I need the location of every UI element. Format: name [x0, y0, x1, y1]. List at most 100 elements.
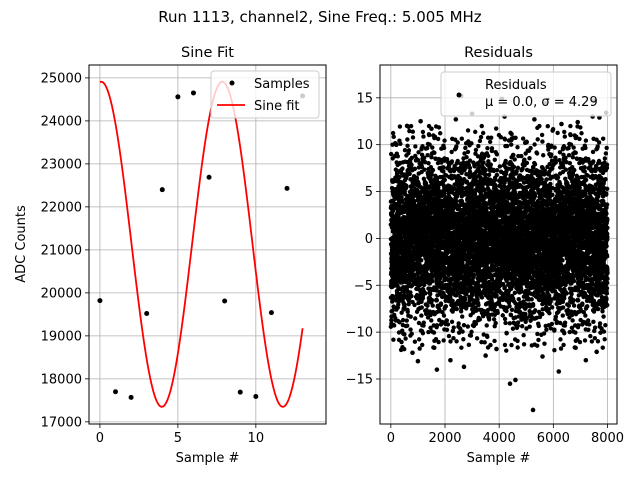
sample-point	[113, 389, 118, 394]
residual-point	[513, 136, 517, 140]
residual-point	[443, 178, 447, 182]
sine-fit-y-tick-label: 20000	[41, 286, 82, 301]
sample-point	[97, 298, 102, 303]
sine-fit-curve	[100, 82, 303, 407]
residual-point	[398, 142, 402, 146]
residual-point	[460, 314, 464, 318]
residual-point	[489, 162, 493, 166]
residual-point	[481, 131, 485, 135]
legend-sine-fit-label: Sine fit	[254, 99, 300, 114]
residual-point	[499, 135, 503, 139]
residual-point	[402, 347, 406, 351]
residual-point	[450, 320, 454, 324]
sine-fit-y-tick-label: 19000	[41, 329, 82, 344]
residual-point	[492, 339, 496, 343]
residual-point	[466, 150, 470, 154]
sample-point	[160, 187, 165, 192]
residual-point	[421, 130, 425, 134]
legend-samples-label: Samples	[254, 77, 310, 92]
residual-point	[435, 298, 439, 302]
residual-point	[459, 345, 463, 349]
residual-point	[408, 315, 412, 319]
residual-point	[487, 317, 491, 321]
sine-fit-grid	[89, 65, 326, 424]
residual-point	[425, 146, 429, 150]
residual-point	[454, 199, 458, 203]
residual-point	[489, 135, 493, 139]
residual-point	[409, 124, 413, 128]
residual-point	[405, 137, 409, 141]
residual-point	[515, 339, 519, 343]
sample-point	[175, 94, 180, 99]
residual-point	[392, 323, 396, 327]
residual-point	[472, 273, 476, 277]
residual-point	[409, 163, 413, 167]
residual-point	[476, 303, 480, 307]
residual-point	[425, 304, 429, 308]
residual-point	[436, 137, 440, 141]
sample-point	[269, 310, 274, 315]
residual-point	[410, 283, 414, 287]
residual-point	[469, 333, 473, 337]
residual-point	[482, 340, 486, 344]
residual-point	[417, 337, 421, 341]
residual-point	[446, 322, 450, 326]
residual-point	[481, 160, 485, 164]
sample-point	[129, 395, 134, 400]
residual-point	[470, 293, 474, 297]
residual-point	[419, 258, 423, 262]
sample-point	[238, 390, 243, 395]
residuals-title: Residuals	[464, 45, 533, 61]
residual-point	[429, 318, 433, 322]
residual-point	[467, 343, 471, 347]
residual-point	[432, 346, 436, 350]
residual-point	[405, 324, 409, 328]
sine-fit-line	[100, 82, 303, 407]
sample-point	[144, 311, 149, 316]
residual-point	[451, 336, 455, 340]
residual-point	[431, 303, 435, 307]
residual-point	[422, 156, 426, 160]
residual-point	[460, 137, 464, 141]
residual-point	[493, 321, 497, 325]
residual-point	[503, 343, 507, 347]
residual-point	[435, 323, 439, 327]
residual-point	[516, 345, 520, 349]
residual-point	[403, 336, 407, 340]
residual-point	[439, 301, 443, 305]
residual-point	[480, 295, 484, 299]
residual-point	[485, 323, 489, 327]
residual-point	[504, 348, 508, 352]
sine-fit-y-tick-label: 23000	[41, 157, 82, 172]
residual-point	[398, 124, 402, 128]
residual-point	[421, 134, 425, 138]
residual-point	[426, 161, 430, 165]
residual-point	[445, 328, 449, 332]
residual-point	[462, 323, 466, 327]
residual-point	[460, 329, 464, 333]
residual-point	[442, 138, 446, 142]
residual-point	[485, 146, 489, 150]
residual-point	[484, 168, 488, 172]
residual-point	[438, 131, 442, 135]
sine-fit-y-tick-label: 25000	[41, 71, 82, 86]
residual-point	[495, 152, 499, 156]
sine-fit-x-label: Sample #	[176, 451, 240, 466]
sine-fit-plot-frame	[89, 65, 326, 424]
residual-point	[455, 307, 459, 311]
residual-point	[486, 154, 490, 158]
sine-fit-y-label: ADC Counts	[14, 205, 29, 283]
residual-point	[444, 304, 448, 308]
residual-point	[396, 154, 400, 158]
sine-fit-y-tick-label: 18000	[41, 372, 82, 387]
residual-point	[441, 165, 445, 169]
residual-point	[510, 308, 514, 312]
sine-fit-title: Sine Fit	[181, 45, 234, 61]
residual-point	[495, 173, 499, 177]
residual-point	[505, 144, 509, 148]
residual-point	[431, 279, 435, 283]
residual-point	[504, 331, 508, 335]
